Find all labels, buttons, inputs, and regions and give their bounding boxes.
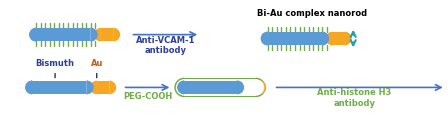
- Bar: [101, 28, 113, 41]
- Wedge shape: [237, 81, 244, 94]
- Wedge shape: [322, 32, 329, 45]
- Wedge shape: [25, 81, 32, 94]
- Wedge shape: [174, 78, 184, 97]
- Bar: [36, 28, 90, 41]
- Wedge shape: [176, 79, 184, 96]
- Wedge shape: [237, 81, 244, 94]
- Wedge shape: [90, 28, 97, 41]
- Bar: [332, 32, 345, 45]
- Bar: [184, 81, 237, 94]
- Bar: [184, 81, 237, 94]
- Wedge shape: [90, 28, 97, 41]
- Wedge shape: [256, 78, 266, 97]
- Text: PEG-COOH: PEG-COOH: [123, 92, 172, 101]
- Text: Bismuth: Bismuth: [35, 59, 74, 78]
- Bar: [247, 81, 259, 94]
- Bar: [36, 28, 90, 41]
- Wedge shape: [177, 81, 184, 94]
- Wedge shape: [322, 32, 329, 45]
- Wedge shape: [25, 81, 32, 94]
- Bar: [184, 78, 256, 97]
- Wedge shape: [94, 28, 101, 41]
- Text: Anti-VCAM-1
antibody: Anti-VCAM-1 antibody: [136, 36, 195, 55]
- Wedge shape: [90, 81, 97, 94]
- Wedge shape: [261, 32, 268, 45]
- Bar: [32, 81, 86, 94]
- Wedge shape: [261, 32, 268, 45]
- Wedge shape: [256, 79, 264, 96]
- Wedge shape: [259, 81, 266, 94]
- Text: Anti-histone H3
antibody: Anti-histone H3 antibody: [317, 88, 391, 108]
- Wedge shape: [29, 28, 36, 41]
- Wedge shape: [86, 81, 94, 94]
- Bar: [97, 81, 109, 94]
- Text: Bi-Au complex nanorod: Bi-Au complex nanorod: [258, 9, 367, 18]
- Bar: [268, 32, 322, 45]
- Bar: [268, 32, 322, 45]
- Bar: [184, 79, 256, 96]
- Wedge shape: [113, 28, 120, 41]
- Wedge shape: [177, 81, 184, 94]
- Bar: [32, 81, 86, 94]
- Text: Au: Au: [90, 59, 103, 78]
- Wedge shape: [241, 81, 247, 94]
- Wedge shape: [109, 81, 116, 94]
- Wedge shape: [29, 28, 36, 41]
- Wedge shape: [345, 32, 352, 45]
- Wedge shape: [86, 81, 94, 94]
- Wedge shape: [326, 32, 332, 45]
